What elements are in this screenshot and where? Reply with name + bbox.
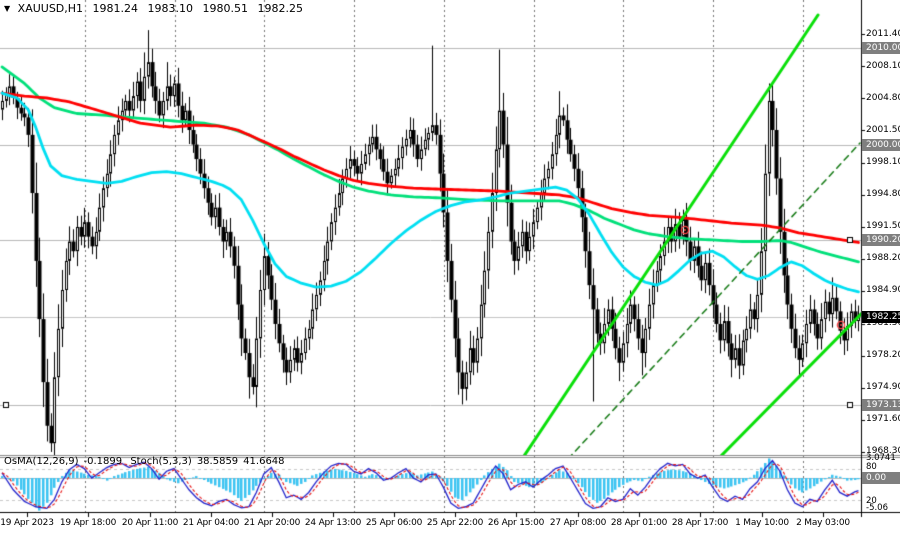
time-tick-label: 26 Apr 15:00 [487, 518, 545, 528]
time-tick-label: 25 Apr 06:00 [365, 518, 423, 528]
price-tick-label: 2011.40 [866, 28, 900, 39]
price-tick-label: 2008.10 [866, 60, 900, 71]
price-tick-label: 2004.80 [866, 92, 900, 103]
price-tick-label: 1988.20 [866, 253, 900, 264]
indicator-axis-label: 20 [866, 496, 877, 506]
current-price-badge: 1982.25 [862, 310, 900, 323]
time-tick-label: 24 Apr 13:00 [304, 518, 362, 528]
osma-value: -0.1899 [83, 456, 123, 467]
symbol-timeframe: XAUUSD,H1 [17, 2, 84, 15]
time-tick-label: 19 Apr 18:00 [59, 518, 117, 528]
price-tick-label: 2001.50 [866, 124, 900, 135]
time-tick-label: 20 Apr 11:00 [121, 518, 179, 528]
ohlc-close: 1982.25 [257, 2, 304, 15]
stoch-d-value: 41.6648 [243, 456, 285, 467]
time-axis[interactable]: 19 Apr 2023 19 Apr 18:00 20 Apr 11:00 21 Ap… [0, 513, 900, 541]
time-tick-label: 2 May 03:00 [796, 518, 850, 528]
ohlc-high: 1983.10 [147, 2, 194, 15]
ohlc-open: 1981.24 [92, 2, 139, 15]
time-tick-label: 27 Apr 08:00 [549, 518, 607, 528]
price-axis[interactable]: 2011.40 2008.10 2004.80 2001.50 1998.10 1994.… [862, 0, 900, 513]
time-tick-label: 1 May 10:00 [735, 518, 789, 528]
price-tick-label: 1978.20 [866, 350, 900, 361]
time-tick-label: 28 Apr 01:00 [610, 518, 668, 528]
chart-ohlc-title: ▼ XAUUSD,H1 1981.24 1983.10 1980.51 1982… [4, 2, 309, 15]
ohlc-low: 1980.51 [202, 2, 249, 15]
stoch-name: Stoch(5,3,3) [130, 456, 192, 467]
time-tick-label: 28 Apr 17:00 [671, 518, 729, 528]
indicator-label: OsMA(12,26,9) -0.1899 Stoch(5,3,3) 38.5859… [4, 456, 290, 467]
time-tick-label: 21 Apr 04:00 [182, 518, 240, 528]
price-tick-label: 1998.10 [866, 157, 900, 168]
price-level-badge: 2000.00 [862, 138, 900, 151]
price-tick-label: 1991.50 [866, 221, 900, 232]
symbol-dropdown-icon[interactable]: ▼ [4, 4, 11, 13]
indicator-axis-label: 0.00 [862, 472, 900, 484]
price-level-badge: 2010.00 [862, 41, 900, 54]
indicator-axis-label: 80 [866, 462, 877, 472]
price-tick-label: 1981.50 [866, 318, 900, 329]
time-tick-label: 25 Apr 22:00 [426, 518, 484, 528]
indicator-axis-label: 3.0741 [866, 453, 896, 463]
price-tick-label: 1971.60 [866, 414, 900, 425]
price-level-badge: 1973.13 [862, 399, 900, 412]
time-tick-label: 21 Apr 20:00 [243, 518, 301, 528]
price-tick-label: 1968.30 [866, 446, 900, 457]
time-tick-label: 19 Apr 2023 [0, 518, 54, 528]
price-level-badge: 1990.20 [862, 233, 900, 246]
price-tick-label: 1974.90 [866, 382, 900, 393]
osma-name: OsMA(12,26,9) [4, 456, 79, 467]
indicator-axis-label: -5.06 [866, 503, 888, 513]
price-tick-label: 1994.80 [866, 189, 900, 200]
stoch-k-value: 38.5859 [196, 456, 239, 467]
price-tick-label: 1984.90 [866, 285, 900, 296]
